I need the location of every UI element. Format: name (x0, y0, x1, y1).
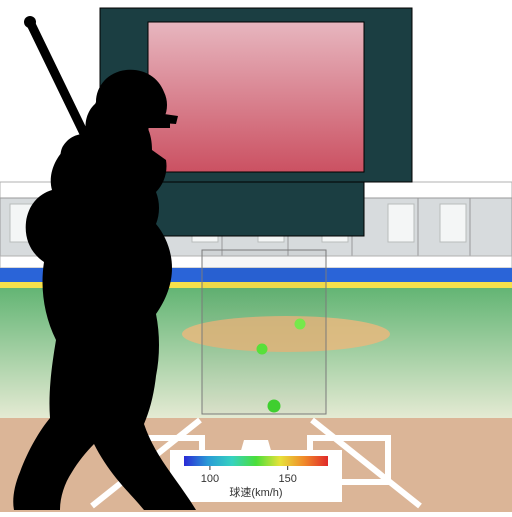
chart-svg: 100 150球速(km/h) (0, 0, 512, 512)
legend-tick-label: 150 (279, 473, 297, 485)
legend-colorbar (184, 456, 328, 466)
bat-knob (24, 16, 36, 28)
stadium-window (388, 204, 414, 242)
pitch-marker (295, 319, 306, 330)
legend-tick-label: 100 (201, 473, 219, 485)
stadium-window (440, 204, 466, 242)
pitch-location-chart: 100 150球速(km/h) (0, 0, 512, 512)
legend-axis-label: 球速(km/h) (229, 485, 282, 499)
strike-zone (202, 250, 326, 414)
scoreboard-stem (148, 180, 364, 236)
pitch-marker (268, 400, 281, 413)
scoreboard-screen (148, 22, 364, 172)
pitch-marker (257, 344, 268, 355)
